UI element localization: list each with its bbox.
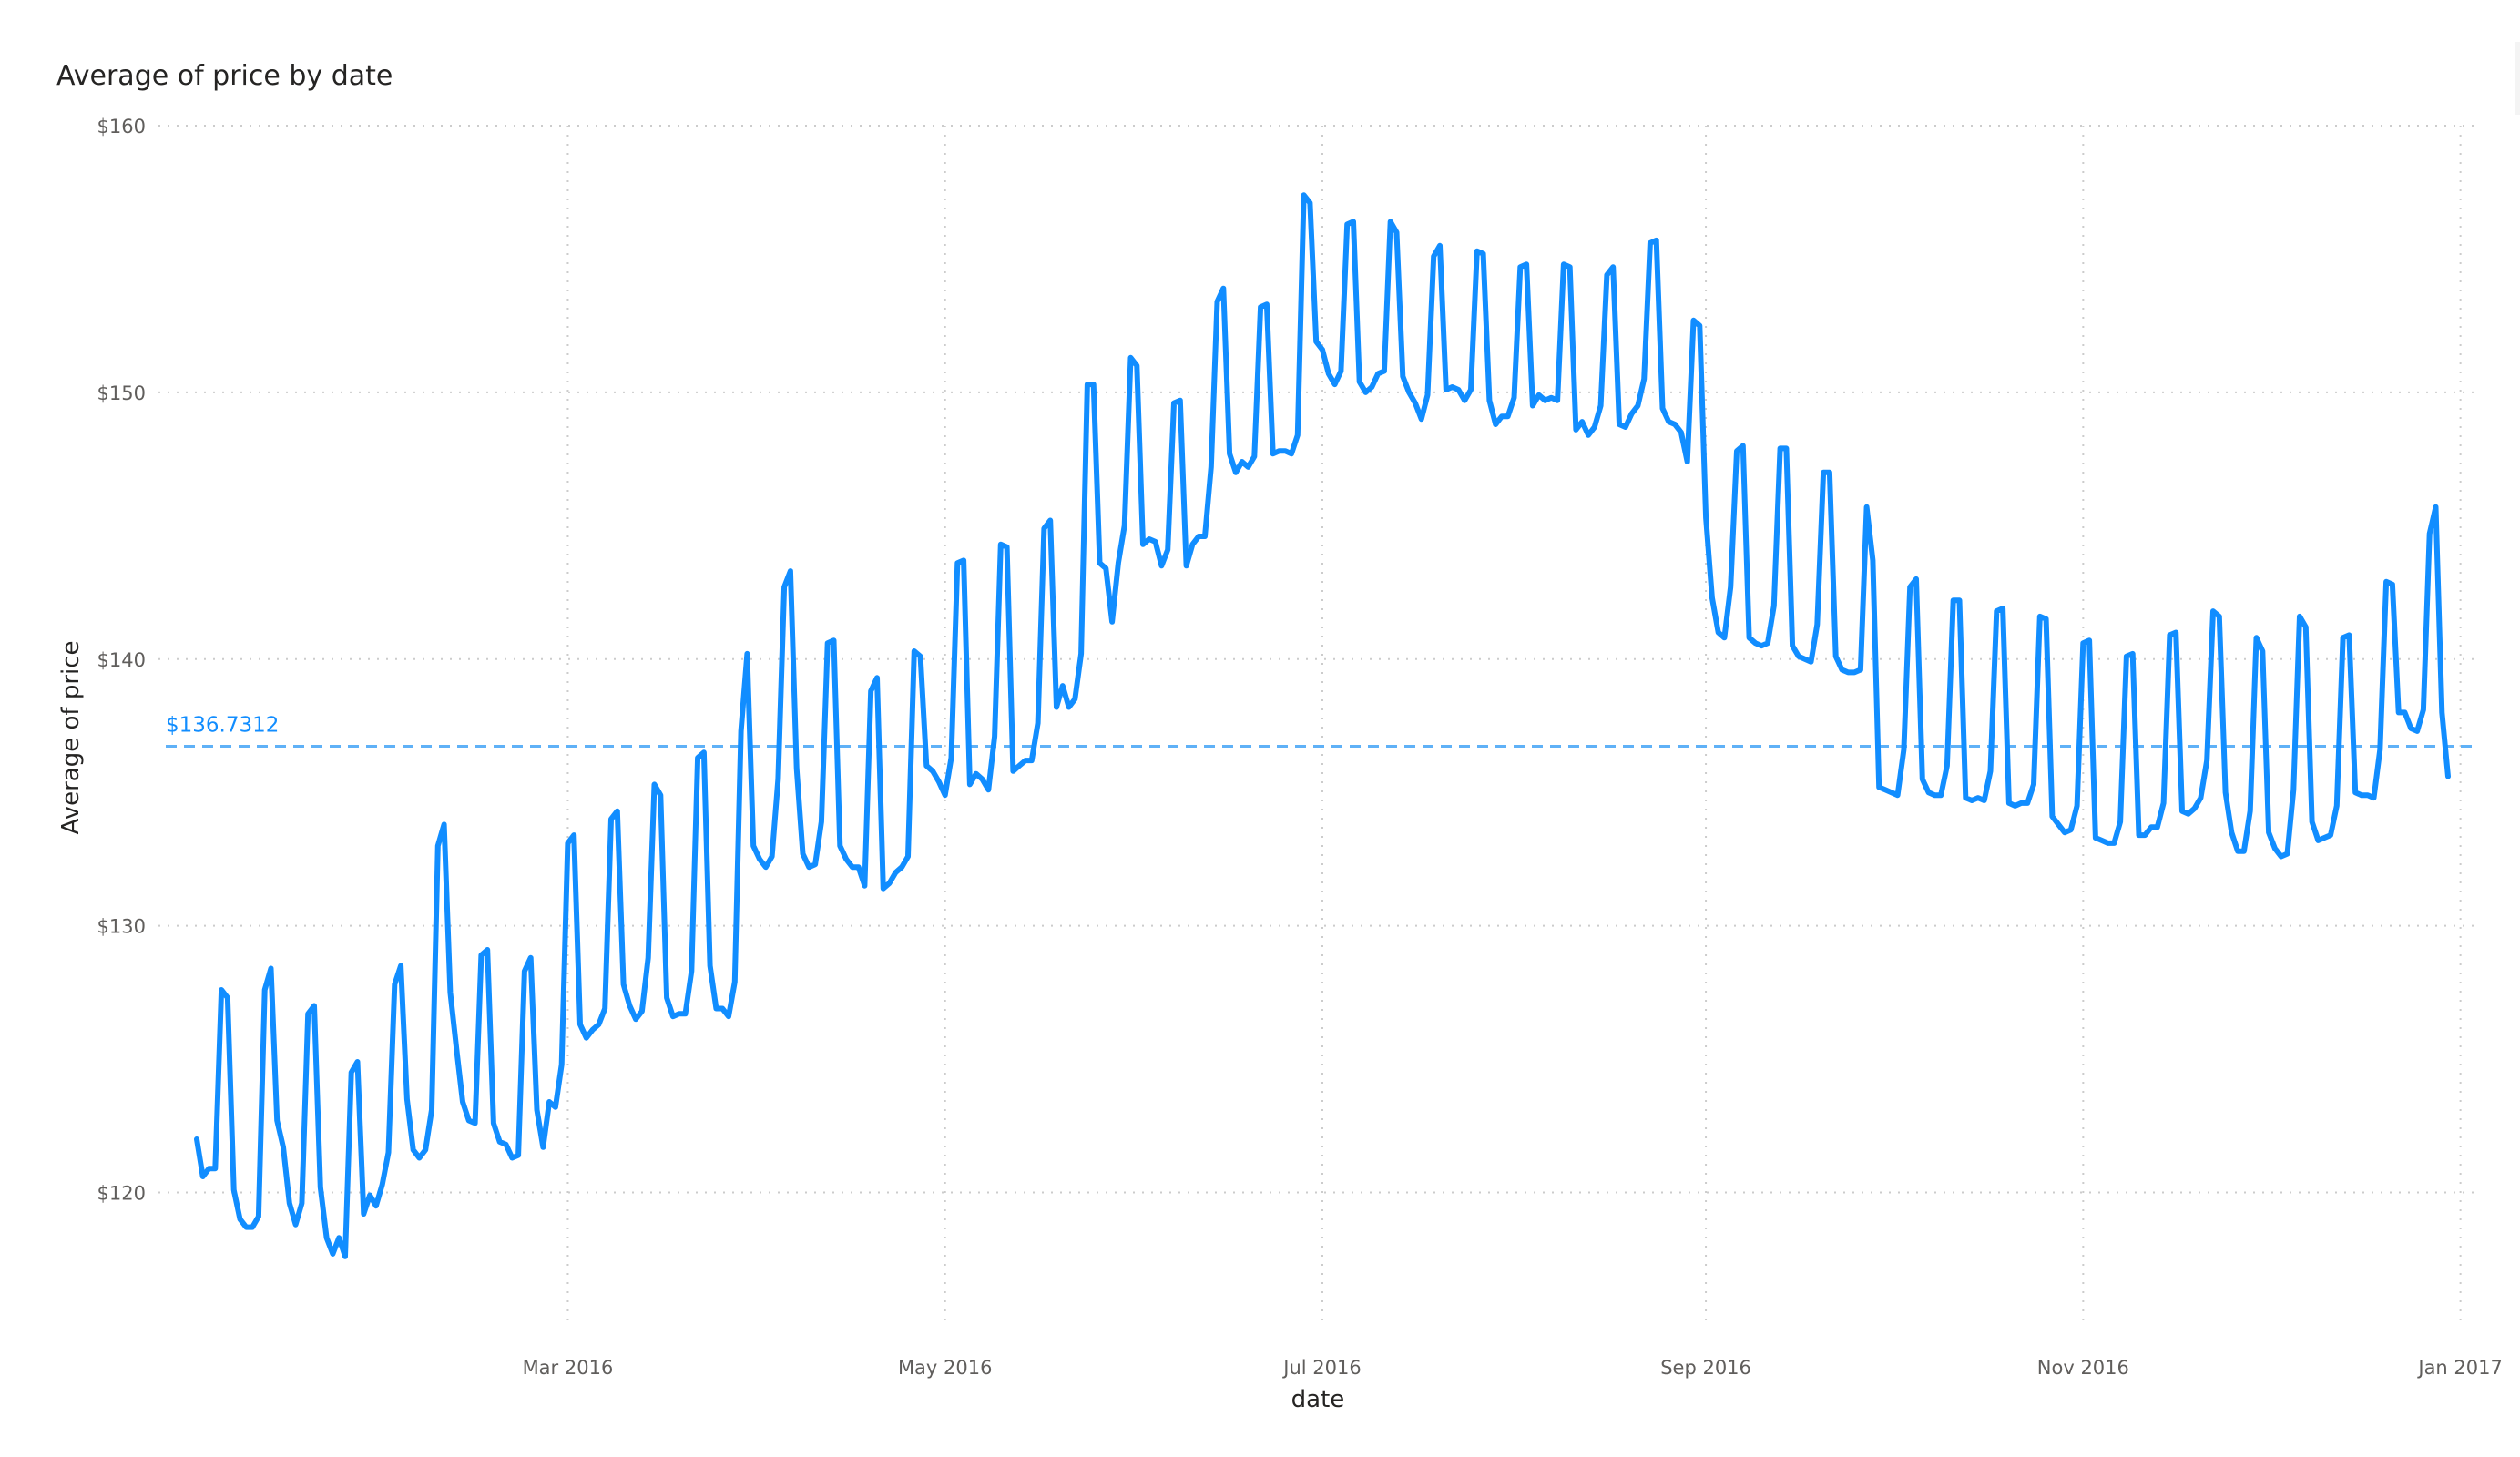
x-tick-label-0: Mar 2016 (523, 1357, 614, 1379)
visual-header-edge (2515, 42, 2520, 115)
x-tick-label-2: Jul 2016 (1281, 1357, 1361, 1379)
series-layer (194, 192, 2451, 1259)
y-tick-label-1: $130 (97, 916, 146, 938)
x-tick-label-4: Nov 2016 (2037, 1357, 2129, 1379)
x-tick-label-3: Sep 2016 (1660, 1357, 1751, 1379)
y-axis: $120 $130 $140 $150 $160 (97, 116, 146, 1205)
y-tick-label-3: $150 (97, 382, 146, 404)
y-tick-label-0: $120 (97, 1183, 146, 1205)
y-axis-title: Average of price (57, 640, 85, 834)
x-axis: Mar 2016 May 2016 Jul 2016 Sep 2016 Nov 2016… (523, 1357, 2503, 1379)
y-tick-label-4: $160 (97, 116, 146, 138)
average-line-group: $136.7312 (166, 714, 2479, 749)
chart-title: Average of price by date (56, 60, 393, 92)
average-line-label: $136.7312 (166, 714, 279, 738)
x-tick-label-1: May 2016 (898, 1357, 993, 1379)
x-axis-title: date (1291, 1386, 1345, 1413)
y-tick-label-2: $140 (97, 649, 146, 671)
x-tick-label-5: Jan 2017 (2416, 1357, 2503, 1379)
series-line-0 (194, 192, 2451, 1259)
